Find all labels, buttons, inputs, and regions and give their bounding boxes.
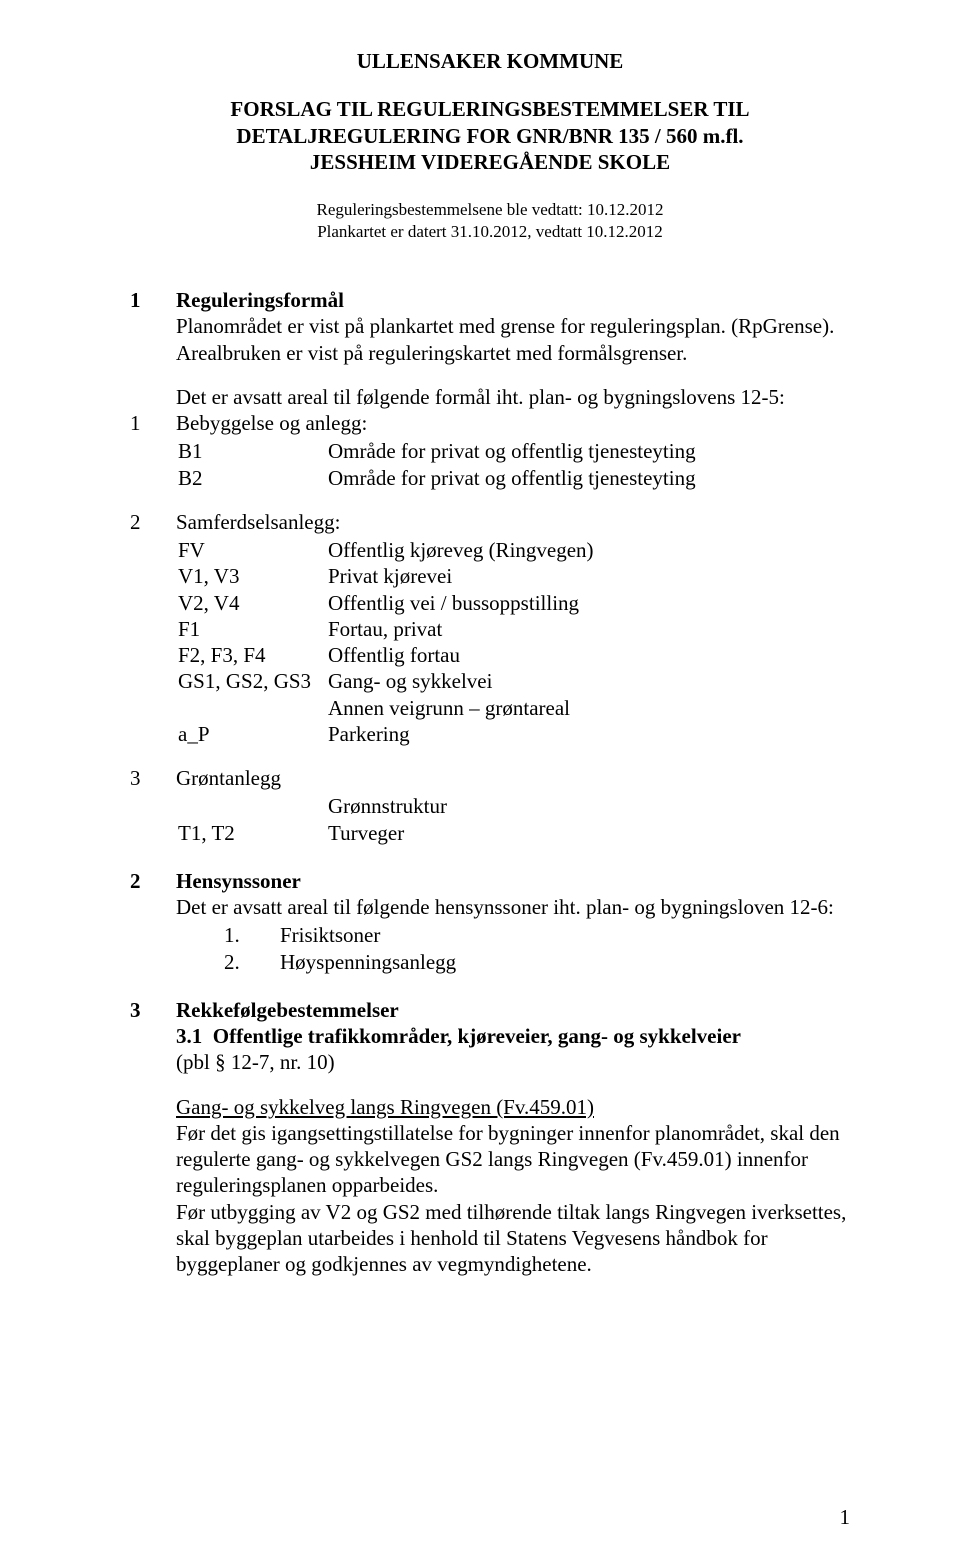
group-1-number: 1 — [130, 410, 176, 436]
section-3-sub-num: 3.1 — [176, 1024, 202, 1048]
section-1: 1 Reguleringsformål Planområdet er vist … — [130, 287, 850, 846]
def-row: a_PParkering — [178, 721, 850, 747]
def-row: F2, F3, F4Offentlig fortau — [178, 642, 850, 668]
def-key: FV — [178, 537, 328, 563]
def-key: B2 — [178, 465, 328, 491]
def-key — [178, 793, 328, 819]
section-2-heading: Hensynssoner — [176, 869, 301, 893]
def-row: B1 Område for privat og offentlig tjenes… — [178, 438, 850, 464]
section-2-number: 2 — [130, 868, 176, 894]
def-key — [178, 695, 328, 721]
group-2-rows: FVOffentlig kjøreveg (Ringvegen) V1, V3P… — [178, 537, 850, 747]
section-1-p3: Det er avsatt areal til følgende formål … — [176, 385, 785, 409]
section-2-list: 1.Frisiktsoner 2.Høyspenningsanlegg — [224, 922, 848, 975]
group-grontanlegg: 3 Grøntanlegg Grønnstruktur T1, T2Turveg… — [130, 765, 850, 846]
def-value: Parkering — [328, 721, 850, 747]
def-value: Offentlig vei / bussoppstilling — [328, 590, 850, 616]
title-line-2: FORSLAG TIL REGULERINGSBESTEMMELSER TIL — [130, 96, 850, 122]
list-value: Høyspenningsanlegg — [280, 949, 848, 975]
def-row: B2 Område for privat og offentlig tjenes… — [178, 465, 850, 491]
def-key: F1 — [178, 616, 328, 642]
def-key: GS1, GS2, GS3 — [178, 668, 328, 694]
def-value: Annen veigrunn – grøntareal — [328, 695, 850, 721]
list-row: 2.Høyspenningsanlegg — [224, 949, 848, 975]
def-value: Privat kjørevei — [328, 563, 850, 589]
group-1-rows: B1 Område for privat og offentlig tjenes… — [178, 438, 850, 491]
def-value: Fortau, privat — [328, 616, 850, 642]
page-number: 1 — [840, 1505, 851, 1530]
section-2: 2 Hensynssoner Det er avsatt areal til f… — [130, 868, 850, 975]
meta-line-2: Plankartet er datert 31.10.2012, vedtatt… — [130, 221, 850, 243]
title-line-3: DETALJREGULERING FOR GNR/BNR 135 / 560 m… — [130, 123, 850, 149]
section-2-p1: Det er avsatt areal til følgende hensyns… — [176, 895, 834, 919]
def-key: B1 — [178, 438, 328, 464]
def-row: V2, V4Offentlig vei / bussoppstilling — [178, 590, 850, 616]
section-3-p2: Før utbygging av V2 og GS2 med tilhørend… — [176, 1200, 846, 1277]
list-value: Frisiktsoner — [280, 922, 848, 948]
title-line-1: ULLENSAKER KOMMUNE — [130, 48, 850, 74]
def-key: F2, F3, F4 — [178, 642, 328, 668]
group-3-number: 3 — [130, 765, 176, 791]
section-1-p1: Planområdet er vist på plankartet med gr… — [176, 314, 834, 338]
def-value: Område for privat og offentlig tjenestey… — [328, 465, 850, 491]
section-3-heading: Rekkefølgebestemmelser — [176, 998, 399, 1022]
def-value: Turveger — [328, 820, 850, 846]
meta-block: Reguleringsbestemmelsene ble vedtatt: 10… — [130, 199, 850, 243]
def-value: Offentlig kjøreveg (Ringvegen) — [328, 537, 850, 563]
list-key: 1. — [224, 922, 280, 948]
def-key: T1, T2 — [178, 820, 328, 846]
def-value: Gang- og sykkelvei — [328, 668, 850, 694]
def-value: Grønnstruktur — [328, 793, 850, 819]
section-3-p1-title: Gang- og sykkelveg langs Ringvegen (Fv.4… — [176, 1095, 594, 1119]
def-key: a_P — [178, 721, 328, 747]
section-3-sub-note: (pbl § 12-7, nr. 10) — [176, 1050, 335, 1074]
title-block: ULLENSAKER KOMMUNE FORSLAG TIL REGULERIN… — [130, 48, 850, 175]
meta-line-1: Reguleringsbestemmelsene ble vedtatt: 10… — [130, 199, 850, 221]
def-key: V1, V3 — [178, 563, 328, 589]
group-1-title: Bebyggelse og anlegg: — [176, 411, 367, 435]
list-row: 1.Frisiktsoner — [224, 922, 848, 948]
def-value: Område for privat og offentlig tjenestey… — [328, 438, 850, 464]
def-row: V1, V3Privat kjørevei — [178, 563, 850, 589]
def-row: FVOffentlig kjøreveg (Ringvegen) — [178, 537, 850, 563]
section-1-p2: Arealbruken er vist på reguleringskartet… — [176, 341, 687, 365]
section-1-number: 1 — [130, 287, 176, 313]
list-key: 2. — [224, 949, 280, 975]
group-2-number: 2 — [130, 509, 176, 535]
group-bebyggelse: 1 Bebyggelse og anlegg: B1 Område for pr… — [130, 410, 850, 491]
section-3-sub-heading: Offentlige trafikkområder, kjøreveier, g… — [213, 1024, 741, 1048]
def-row: T1, T2Turveger — [178, 820, 850, 846]
section-3-p1: Før det gis igangsettingstillatelse for … — [176, 1121, 840, 1198]
def-value: Offentlig fortau — [328, 642, 850, 668]
document-page: ULLENSAKER KOMMUNE FORSLAG TIL REGULERIN… — [0, 0, 960, 1564]
group-samferdsel: 2 Samferdselsanlegg: FVOffentlig kjøreve… — [130, 509, 850, 747]
group-3-rows: Grønnstruktur T1, T2Turveger — [178, 793, 850, 846]
def-row: Annen veigrunn – grøntareal — [178, 695, 850, 721]
def-row: F1Fortau, privat — [178, 616, 850, 642]
section-1-heading: Reguleringsformål — [176, 288, 344, 312]
def-key: V2, V4 — [178, 590, 328, 616]
section-3-number: 3 — [130, 997, 176, 1023]
def-row: Grønnstruktur — [178, 793, 850, 819]
def-row: GS1, GS2, GS3Gang- og sykkelvei — [178, 668, 850, 694]
title-line-4: JESSHEIM VIDEREGÅENDE SKOLE — [130, 149, 850, 175]
section-3: 3 Rekkefølgebestemmelser 3.1 Offentlige … — [130, 997, 850, 1278]
group-3-title: Grøntanlegg — [176, 766, 281, 790]
group-2-title: Samferdselsanlegg: — [176, 510, 340, 534]
